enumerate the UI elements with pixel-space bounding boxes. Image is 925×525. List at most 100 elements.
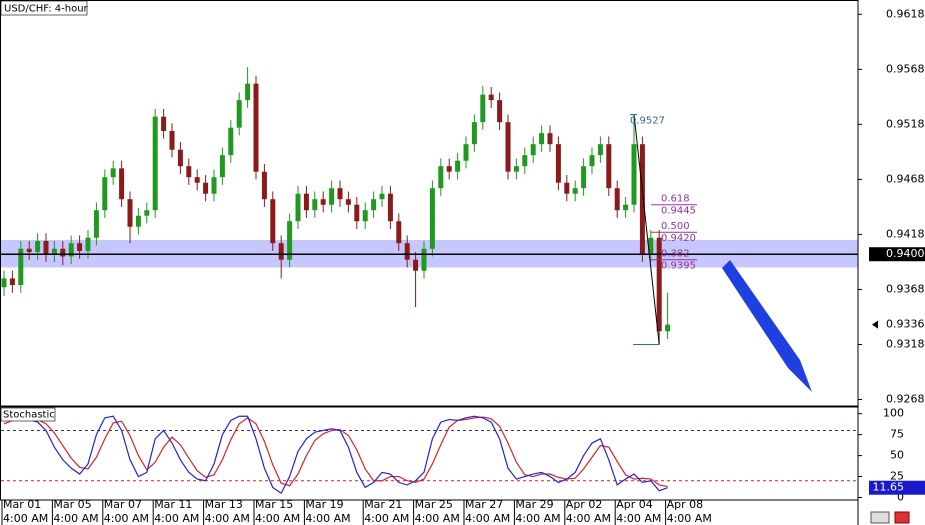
candle-body — [245, 83, 251, 101]
x-tick-label: Mar 15 — [255, 498, 293, 511]
candle-body — [371, 199, 377, 211]
x-tick-time: 4:00 AM — [465, 512, 510, 525]
y-tick-label: 0.9568 — [886, 62, 925, 75]
candle-body — [480, 94, 486, 123]
candle-body — [85, 237, 91, 251]
x-tick-label: Mar 07 — [104, 498, 142, 511]
candle-body — [43, 241, 49, 255]
candle-body — [429, 188, 435, 249]
stochastic-k — [3, 415, 668, 495]
candle-body — [530, 144, 536, 156]
candle-body — [9, 278, 15, 286]
candle-body — [589, 155, 595, 167]
x-tick-time: 4:00 AM — [616, 512, 661, 525]
candle-body — [614, 188, 620, 211]
candle-body — [497, 100, 503, 123]
candle-body — [236, 100, 242, 128]
x-tick-time: 4:00 AM — [255, 512, 300, 525]
candle-body — [421, 248, 427, 271]
x-tick-time: 4:00 AM — [104, 512, 149, 525]
candle-body — [60, 248, 66, 257]
candle-body — [152, 116, 158, 211]
arrow — [722, 260, 812, 392]
fib-high-label: 0.9527 — [630, 115, 665, 126]
candle-body — [203, 182, 209, 194]
y-tick-label: 50 — [890, 449, 904, 462]
candle-body — [26, 248, 32, 253]
candle-body — [455, 160, 461, 172]
candle-body — [438, 166, 444, 189]
x-tick-time: 4:00 AM — [154, 512, 199, 525]
x-tick-label: Apr 08 — [667, 498, 704, 511]
y-tick-label: 25 — [890, 470, 904, 483]
y-tick-label: 0.9468 — [886, 172, 925, 185]
candle-body — [35, 241, 41, 253]
candle-body — [404, 243, 410, 260]
candle-body — [219, 155, 225, 178]
x-tick-time: 4:00 AM — [515, 512, 560, 525]
candle-body — [303, 193, 309, 211]
candle-body — [513, 166, 519, 172]
candle-body — [463, 144, 469, 161]
title-box — [0, 0, 88, 16]
candle-body — [93, 210, 99, 238]
candle-body — [505, 122, 511, 172]
candle-body — [597, 144, 603, 156]
candle-body — [261, 171, 267, 200]
icon[interactable] — [870, 511, 890, 524]
x-tick-label: Mar 19 — [305, 498, 343, 511]
candle-body — [354, 204, 360, 222]
candle-body — [606, 144, 612, 189]
x-tick-time: 4:00 AM — [305, 512, 350, 525]
x-tick-time: 4:00 AM — [3, 512, 48, 525]
candle-body — [387, 193, 393, 222]
x-tick-label: Mar 01 — [3, 498, 41, 511]
candle-body — [119, 168, 125, 200]
candle-body — [102, 177, 108, 211]
current-price-label: 0.9336 — [886, 318, 925, 331]
candle-body — [665, 324, 671, 332]
x-tick-label: Mar 21 — [364, 498, 402, 511]
candle-body — [522, 155, 528, 167]
candle-body — [228, 127, 234, 156]
candle-body — [329, 188, 335, 205]
candle-body — [471, 122, 477, 145]
y-tick-label: 0.9618 — [886, 7, 925, 20]
candle-body — [211, 177, 217, 194]
x-tick-time: 4:00 AM — [364, 512, 409, 525]
candle-body — [287, 221, 293, 260]
fib-anchor — [633, 114, 660, 345]
fib-ratio: 0.382 — [661, 249, 690, 260]
candle-body — [270, 199, 276, 244]
y-tick-label: 0.9518 — [886, 117, 925, 130]
y-tick-label: 75 — [890, 428, 904, 441]
candle-body — [169, 130, 175, 150]
x-tick-time: 4:00 AM — [53, 512, 98, 525]
x-tick-time: 4:00 AM — [566, 512, 611, 525]
candle-body — [320, 199, 326, 205]
candle-body — [127, 199, 133, 227]
candle-body — [362, 210, 368, 222]
chart-title: USD/CHF: 4-hour — [4, 4, 89, 15]
candle-body — [110, 168, 116, 178]
fib-price: 0.9445 — [661, 206, 696, 217]
x-tick-label: Mar 27 — [465, 498, 503, 511]
stochastic-current: 11.65 — [873, 481, 905, 494]
icon[interactable] — [894, 511, 910, 524]
stochastic-panel: 100 75 50 25 011.65 — [1, 407, 925, 503]
candle-body — [161, 116, 167, 131]
x-tick-label: Mar 05 — [53, 498, 91, 511]
candle-body — [18, 248, 24, 286]
candle-body — [572, 188, 578, 194]
y-tick-label: 0 — [897, 490, 904, 503]
candle-body — [539, 133, 545, 145]
x-tick-label: Apr 02 — [566, 498, 603, 511]
candle-body — [547, 133, 553, 145]
candle-body — [337, 188, 343, 200]
y-tick-label: 0.9368 — [886, 282, 925, 295]
indicator-title-box — [0, 407, 56, 422]
fib-price: 0.9420 — [661, 233, 696, 244]
candle-body — [564, 182, 570, 194]
candle-body — [648, 237, 654, 255]
candle-body — [194, 177, 200, 183]
